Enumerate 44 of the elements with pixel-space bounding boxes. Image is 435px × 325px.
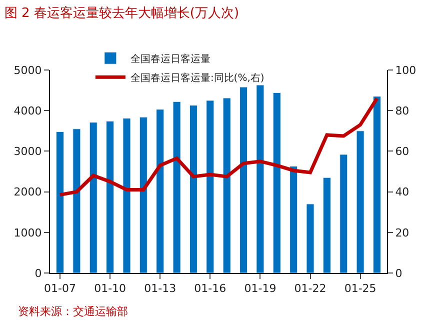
y-tick-label: 4000 [14,104,42,118]
bar [306,204,314,273]
bar [72,128,81,273]
y-tick-label: 3000 [14,145,42,158]
bar [256,84,264,273]
y-tick-label: 2000 [14,186,42,199]
y2-tick-label: 20 [395,226,410,240]
bar [189,105,198,273]
bar [206,100,214,273]
bar [240,86,248,273]
x-tick-label: 01-19 [244,282,276,296]
legend-label: 全国春运日客运量 [130,53,210,66]
bar [322,177,331,273]
x-tick-label: 01-10 [94,282,126,296]
text: 资料来源：交通运输部 [18,305,128,318]
y-tick-label: 0 [34,266,42,280]
bar [356,130,364,273]
y2-tick-label: 60 [395,145,410,158]
bar [122,118,131,273]
x-tick-label: 01-25 [344,282,376,296]
bar [89,122,98,273]
bar [222,98,231,273]
bar [56,131,64,273]
bar [106,120,114,273]
x-tick-label: 01-13 [144,282,176,296]
line-series [58,96,379,197]
bar [290,166,298,273]
y2-tick-label: 40 [395,186,410,199]
y2-tick-label: 80 [395,104,410,118]
y-tick-label: 1000 [14,226,42,240]
bar [340,154,348,273]
y2-tick-label: 100 [395,64,416,77]
x-tick-label: 01-16 [194,282,226,296]
bar [172,101,181,273]
x-tick-label: 01-07 [44,282,76,296]
chart-title: 图 2 春运客运量较去年大幅增长(万人次) [4,5,240,22]
bar [272,92,281,273]
legend-label: 全国春运日客运量:同比(%,右) [130,72,264,84]
y2-tick-label: 0 [395,266,402,280]
bar [156,109,164,273]
x-tick-label: 01-22 [294,282,326,296]
bar [139,116,148,273]
y-tick-label: 5000 [14,64,42,77]
bar [372,96,381,273]
